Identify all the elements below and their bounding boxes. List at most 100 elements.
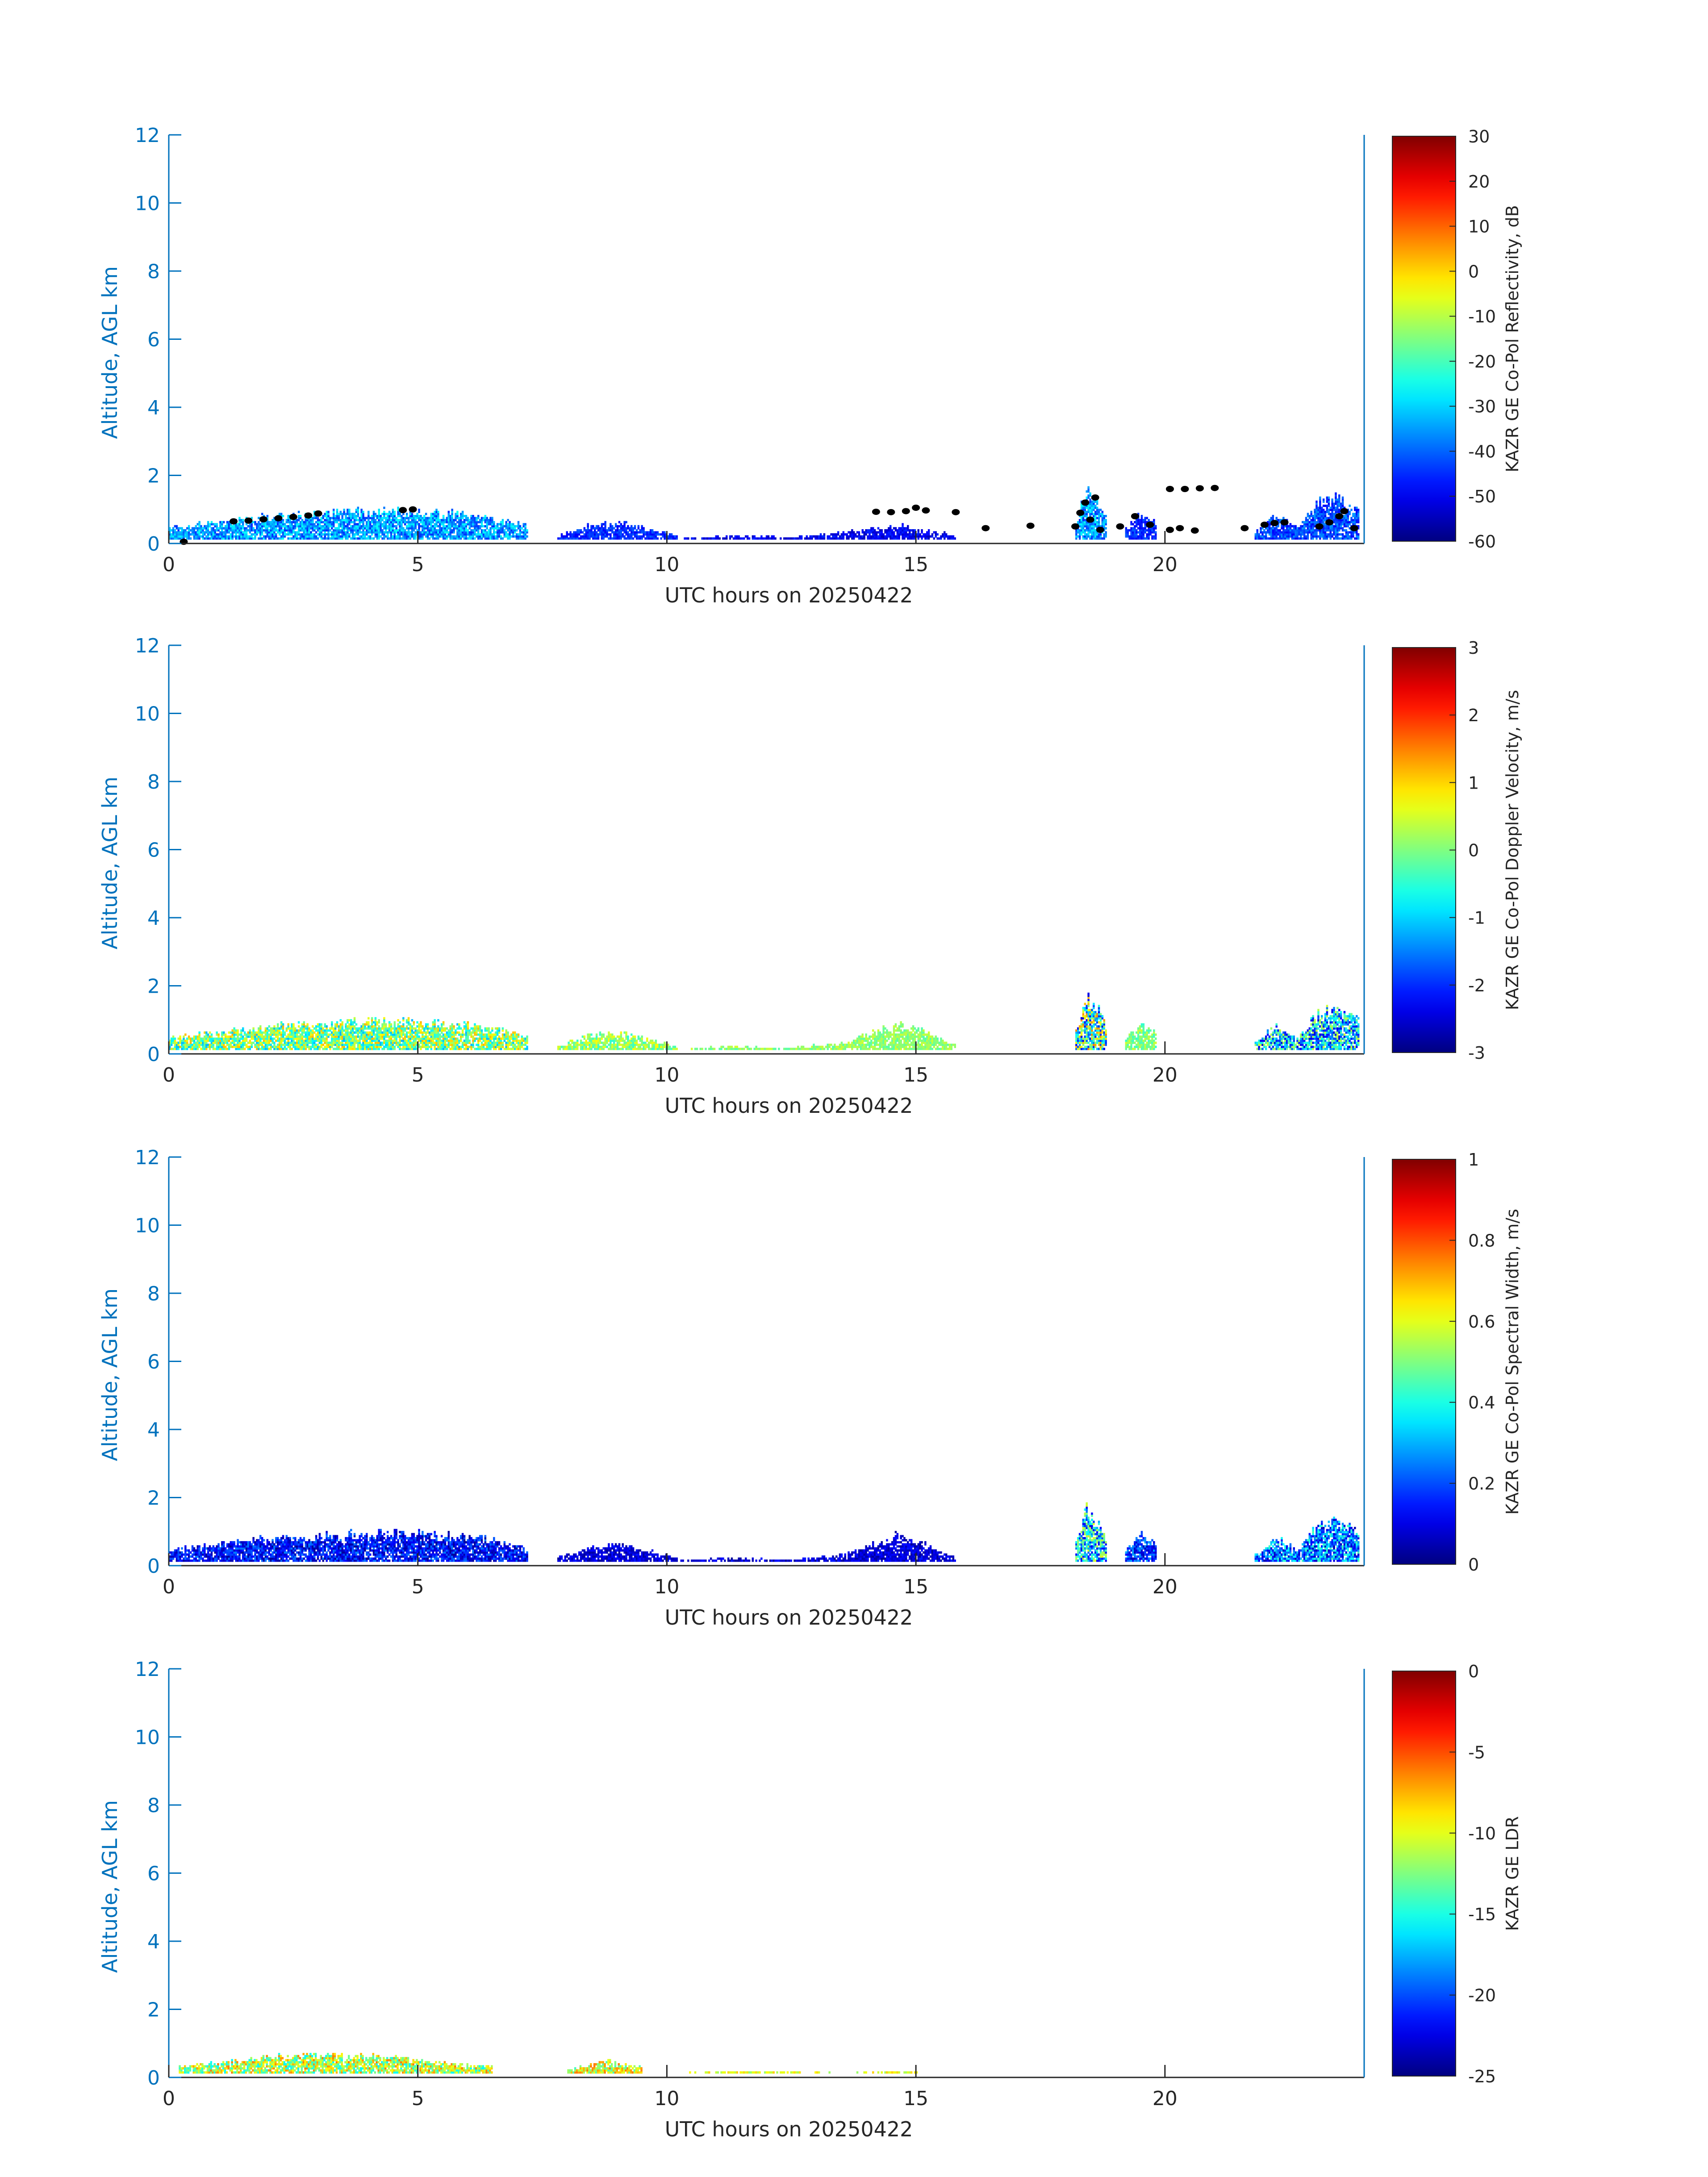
echo-cell	[357, 1035, 359, 1038]
echo-cell	[489, 527, 492, 530]
echo-cell	[181, 1040, 183, 1042]
echo-cell	[217, 527, 220, 530]
echo-cell	[1089, 494, 1091, 497]
echo-cell	[336, 510, 338, 513]
echo-cell	[287, 1025, 289, 1028]
echo-cell	[1094, 510, 1097, 513]
echo-cell	[350, 1021, 352, 1024]
echo-cell	[1322, 513, 1325, 515]
echo-cell	[399, 515, 401, 518]
echo-cell	[407, 535, 410, 538]
echo-cell	[242, 1027, 244, 1030]
echo-cell	[353, 519, 356, 522]
echo-cell	[252, 1027, 255, 1030]
echo-cell	[303, 1031, 305, 1034]
echo-cell	[395, 519, 397, 522]
echo-cell	[228, 1045, 230, 1048]
echo-cell	[844, 533, 846, 536]
echo-cell	[1075, 533, 1077, 536]
echo-cell	[351, 527, 354, 530]
echo-cell	[226, 535, 229, 538]
echo-cell	[447, 519, 450, 522]
echo-cell	[306, 537, 309, 540]
echo-cell	[353, 517, 356, 519]
echo-cell	[1298, 529, 1300, 532]
echo-cell	[334, 531, 337, 534]
echo-cell	[299, 521, 302, 523]
echo-cell	[230, 537, 232, 540]
echo-cell	[336, 1023, 338, 1026]
echo-cell	[407, 533, 410, 536]
echo-cell	[1308, 525, 1311, 527]
echo-cell	[216, 1045, 218, 1048]
echo-cell	[317, 537, 319, 540]
echo-cell	[282, 531, 284, 534]
echo-cell	[1105, 519, 1107, 522]
echo-cell	[240, 525, 242, 527]
echo-cell	[460, 523, 462, 526]
echo-cell	[388, 1040, 391, 1042]
echo-cell	[226, 521, 229, 523]
echo-cell	[252, 521, 255, 523]
echo-cell	[235, 529, 237, 532]
echo-cell	[839, 535, 841, 538]
echo-cell	[589, 531, 591, 534]
echo-cell	[1144, 529, 1146, 532]
echo-cell	[726, 537, 728, 540]
echo-cell	[1308, 527, 1311, 530]
echo-cell	[226, 1035, 229, 1038]
echo-cell	[637, 531, 640, 534]
echo-cell	[455, 513, 457, 515]
echo-cell	[474, 529, 476, 532]
echo-cell	[442, 537, 445, 540]
echo-cell	[270, 1045, 272, 1048]
echo-cell	[329, 1044, 331, 1046]
echo-cell	[364, 1033, 366, 1036]
echo-cell	[210, 1035, 213, 1038]
echo-cell	[383, 535, 385, 538]
echo-cell	[217, 1040, 220, 1042]
echo-cell	[1098, 533, 1100, 536]
echo-cell	[1084, 521, 1086, 523]
echo-cell	[228, 1031, 230, 1034]
echo-cell	[289, 525, 291, 527]
echo-cell	[179, 531, 181, 534]
echo-cell	[1094, 505, 1097, 507]
echo-cell	[256, 525, 258, 527]
echo-cell	[357, 1041, 359, 1044]
echo-cell	[308, 533, 310, 536]
echo-cell	[333, 510, 335, 513]
echo-cell	[1333, 521, 1335, 523]
echo-cell	[243, 531, 246, 534]
echo-cell	[292, 529, 295, 532]
echo-cell	[1312, 525, 1314, 527]
echo-cell	[461, 525, 464, 527]
echo-cell	[1336, 505, 1339, 507]
echo-cell	[1087, 505, 1090, 507]
echo-cell	[486, 533, 488, 536]
echo-cell	[390, 1045, 393, 1048]
echo-cell	[606, 531, 608, 534]
echo-cell	[278, 523, 281, 526]
echo-cell	[1268, 519, 1271, 522]
echo-cell	[259, 1031, 262, 1034]
echo-cell	[350, 515, 352, 518]
echo-cell	[1296, 527, 1299, 530]
echo-cell	[291, 1040, 293, 1042]
echo-cell	[303, 523, 305, 526]
echo-cell	[430, 529, 433, 532]
echo-region	[557, 521, 678, 540]
echo-cell	[1282, 531, 1285, 534]
echo-cell	[223, 1037, 225, 1040]
echo-cell	[889, 527, 892, 530]
echo-cell	[362, 525, 364, 527]
echo-cell	[1335, 496, 1337, 499]
echo-cell	[1075, 537, 1077, 540]
echo-cell	[376, 1033, 379, 1036]
echo-cell	[327, 527, 330, 530]
echo-cell	[320, 519, 323, 522]
echo-cell	[832, 533, 834, 536]
echo-cell	[592, 533, 594, 536]
echo-cell	[392, 515, 394, 518]
echo-cell	[1096, 506, 1098, 509]
